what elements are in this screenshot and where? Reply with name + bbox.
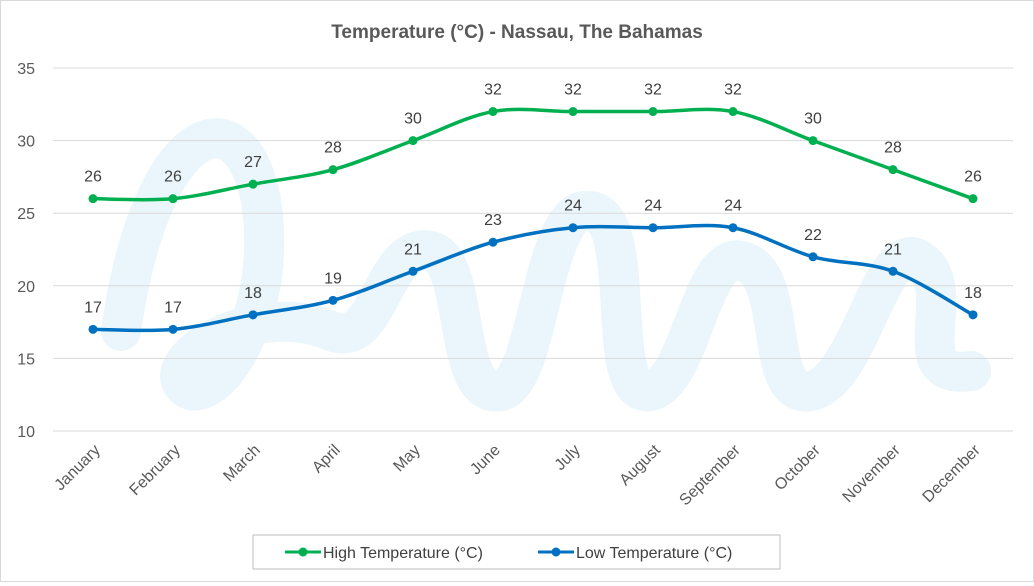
high-temperature-line <box>91 107 975 202</box>
high-temperature-data-label: 26 <box>84 169 102 186</box>
high-temperature-point <box>968 194 978 204</box>
low-temperature-data-label: 24 <box>644 198 662 215</box>
high-temperature-data-label: 32 <box>484 82 502 99</box>
low-temperature-data-label: 18 <box>964 285 982 302</box>
y-tick-label: 30 <box>17 134 35 151</box>
x-tick-label: July <box>552 442 584 474</box>
low-temperature-point <box>568 223 578 233</box>
y-tick-label: 25 <box>17 206 35 223</box>
legend-high-label: High Temperature (°C) <box>323 545 483 562</box>
low-temperature-point <box>328 295 338 305</box>
high-temperature-point <box>248 179 258 189</box>
watermark-stroke <box>101 118 991 412</box>
low-temperature-data-label: 19 <box>324 270 342 287</box>
low-temperature-data-label: 18 <box>244 285 262 302</box>
low-temperature-point <box>168 324 178 334</box>
high-temperature-data-label: 26 <box>964 169 982 186</box>
high-temperature-data-label: 32 <box>644 82 662 99</box>
low-temperature-data-label: 21 <box>884 241 902 258</box>
x-tick-label: November <box>840 441 905 506</box>
high-temperature-data-label: 32 <box>564 82 582 99</box>
high-temperature-data-label: 26 <box>164 169 182 186</box>
x-tick-label: August <box>617 441 665 489</box>
x-tick-label: March <box>220 442 263 485</box>
high-temperature-point <box>808 136 818 146</box>
x-tick-label: February <box>127 442 184 499</box>
low-temperature-data-label: 17 <box>84 299 102 316</box>
y-tick-label: 15 <box>17 351 35 368</box>
legend-low-label: Low Temperature (°C) <box>576 545 732 562</box>
high-temperature-data-label: 28 <box>324 140 342 157</box>
x-tick-label: December <box>920 441 985 506</box>
x-tick-label: April <box>309 442 344 477</box>
y-tick-label: 35 <box>17 61 35 78</box>
low-temperature-data-label: 24 <box>564 198 582 215</box>
low-temperature-point <box>968 310 978 320</box>
high-temperature-point <box>88 194 98 204</box>
legend: High Temperature (°C) Low Temperature (°C… <box>252 534 781 570</box>
high-temperature-point <box>648 107 658 117</box>
gridlines <box>53 67 1013 432</box>
chart-title: Temperature (°C) - Nassau, The Bahamas <box>331 22 703 43</box>
legend-high-marker <box>298 547 308 557</box>
y-tick-label: 10 <box>17 424 35 441</box>
low-temperature-data-label: 22 <box>804 227 822 244</box>
x-tick-label: January <box>52 442 104 494</box>
low-temperature-point <box>488 237 498 247</box>
low-temperature-point <box>408 266 418 276</box>
x-tick-label: September <box>676 441 744 509</box>
high-temperature-point <box>408 136 418 146</box>
low-temperature-point <box>728 223 738 233</box>
high-temperature-point <box>888 165 898 175</box>
high-temperature-data-label: 27 <box>244 154 262 171</box>
x-tick-label: June <box>467 442 504 479</box>
low-temperature-data-label: 24 <box>724 198 742 215</box>
low-temperature-point <box>808 252 818 262</box>
low-temperature-data-label: 21 <box>404 241 422 258</box>
low-temperature-data-label: 17 <box>164 299 182 316</box>
watermark <box>101 118 991 412</box>
low-temperature-point <box>648 223 658 233</box>
high-temperature-point <box>568 107 578 117</box>
high-temperature-point <box>728 107 738 117</box>
high-temperature-point <box>488 107 498 117</box>
high-temperature-data-label: 32 <box>724 82 742 99</box>
high-temperature-data-label: 30 <box>404 111 422 128</box>
high-temperature-point <box>168 194 178 204</box>
legend-low-marker <box>551 547 561 557</box>
x-tick-label: May <box>390 442 423 475</box>
y-axis: 10 15 20 25 30 35 <box>17 61 35 441</box>
y-tick-label: 20 <box>17 279 35 296</box>
data-labels: 26 26 27 28 30 32 32 32 32 30 28 26 17 17 18 19 21 23 24 24… <box>84 82 982 317</box>
high-temperature-point <box>328 165 338 175</box>
low-temperature-data-label: 23 <box>484 212 502 229</box>
x-tick-label: October <box>772 441 825 494</box>
x-axis: January February March April May June July Augu… <box>52 441 985 509</box>
high-temperature-data-label: 30 <box>804 111 822 128</box>
series-layer <box>88 107 978 334</box>
legend-box <box>252 534 781 570</box>
low-temperature-point <box>888 266 898 276</box>
low-temperature-point <box>88 324 98 334</box>
high-temperature-data-label: 28 <box>884 140 902 157</box>
low-temperature-point <box>248 310 258 320</box>
